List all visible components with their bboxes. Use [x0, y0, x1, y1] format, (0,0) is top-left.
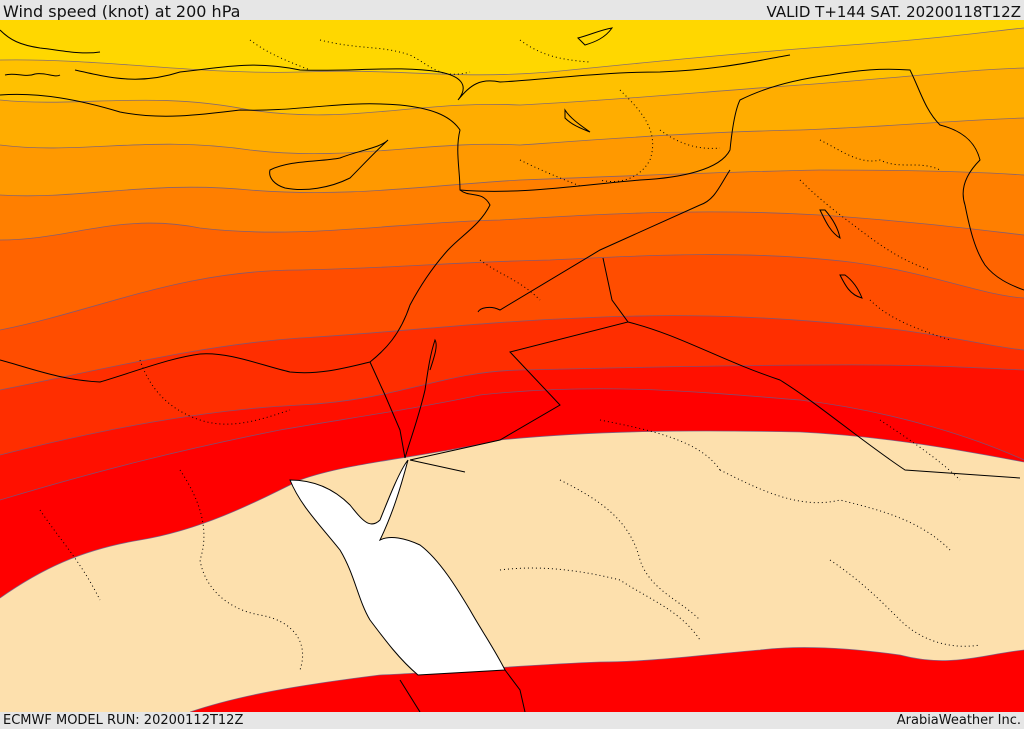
map-canvas	[0, 20, 1024, 712]
band-11	[0, 430, 1024, 712]
admin-boundaries	[39, 39, 981, 671]
footer-bar: ECMWF MODEL RUN: 20200112T12Z ArabiaWeat…	[0, 712, 1024, 729]
coastlines-and-borders	[0, 27, 1024, 712]
red-sea	[289, 459, 506, 676]
valid-time: VALID T+144 SAT. 20200118T12Z	[766, 3, 1021, 21]
wind-speed-map	[0, 20, 1024, 712]
credit: ArabiaWeather Inc.	[896, 713, 1021, 728]
model-run: ECMWF MODEL RUN: 20200112T12Z	[3, 713, 244, 728]
wind-speed-bands	[0, 20, 1024, 712]
header-bar: Wind speed (knot) at 200 hPa VALID T+144…	[0, 0, 1024, 21]
map-title: Wind speed (knot) at 200 hPa	[3, 2, 241, 21]
